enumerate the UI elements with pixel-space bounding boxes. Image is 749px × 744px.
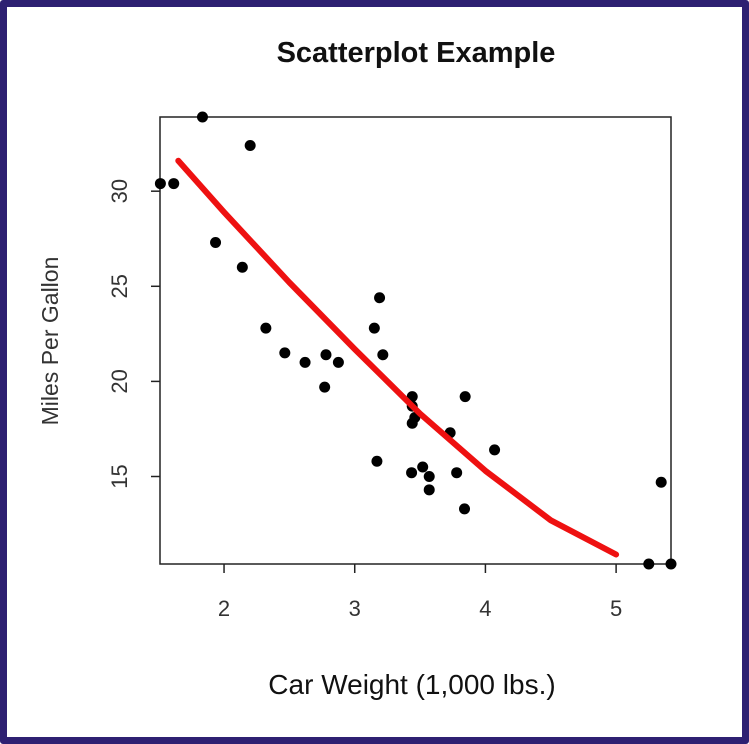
data-point: [377, 349, 389, 361]
data-point: [371, 455, 383, 467]
data-point: [319, 381, 331, 393]
data-point: [168, 178, 180, 190]
x-axis-label: Car Weight (1,000 lbs.): [268, 669, 555, 700]
data-point: [260, 322, 272, 334]
fit-curve-group: [175, 157, 620, 558]
data-point: [459, 391, 471, 403]
data-point: [236, 261, 248, 273]
x-tick-label: 3: [349, 596, 361, 621]
data-point: [417, 461, 429, 473]
y-tick-label: 25: [107, 274, 132, 298]
data-point: [489, 444, 501, 456]
y-axis-label: Miles Per Gallon: [37, 257, 63, 426]
x-tick-label: 5: [610, 596, 622, 621]
data-point: [665, 558, 677, 570]
fit-curve: [175, 157, 620, 558]
data-point: [332, 356, 344, 368]
chart-title: Scatterplot Example: [277, 37, 556, 69]
data-point: [406, 417, 418, 429]
data-point: [279, 347, 291, 359]
x-tick-label: 4: [479, 596, 491, 621]
data-point: [451, 467, 463, 479]
data-point: [368, 322, 380, 334]
data-points: [154, 111, 677, 570]
data-point: [406, 467, 418, 479]
data-point: [655, 476, 667, 488]
data-point: [459, 503, 471, 515]
data-point: [210, 237, 222, 249]
data-point: [643, 558, 655, 570]
x-axis: 2 3 4 5: [218, 564, 622, 621]
plot-area-border: [159, 116, 672, 565]
data-point: [244, 140, 256, 152]
data-point: [423, 484, 435, 496]
x-tick-label: 2: [218, 596, 230, 621]
data-point: [423, 471, 435, 483]
data-point: [320, 349, 332, 361]
data-point: [196, 111, 208, 123]
y-tick-label: 20: [107, 369, 132, 393]
y-tick-label: 15: [107, 464, 132, 488]
data-point: [374, 292, 386, 304]
y-axis: 15 20 25 30: [107, 179, 160, 489]
data-point: [299, 356, 311, 368]
y-tick-label: 30: [107, 179, 132, 203]
data-point: [154, 178, 166, 190]
